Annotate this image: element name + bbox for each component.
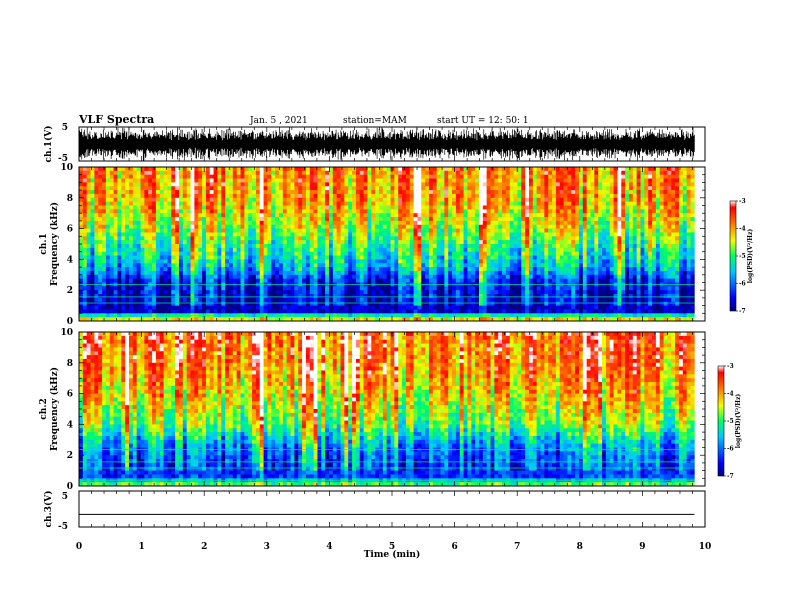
x-tick-label: 2 bbox=[201, 542, 207, 552]
ytick-label: 5 bbox=[62, 123, 68, 133]
y-tick-label: 2 bbox=[67, 286, 73, 296]
waveform-ch1-trace bbox=[78, 127, 695, 161]
time-axis-label: Time (min) bbox=[364, 549, 421, 560]
panel-frame bbox=[78, 490, 706, 528]
x-ticks bbox=[78, 167, 706, 321]
y-tick-label: 10 bbox=[60, 328, 73, 338]
x-tick-label: 0 bbox=[76, 542, 82, 552]
y-axis-label: ch.3(V) bbox=[43, 491, 54, 528]
y-tick-label: 0 bbox=[67, 482, 73, 492]
x-tick-label: 4 bbox=[326, 542, 332, 552]
y-tick-label: 8 bbox=[67, 194, 73, 204]
y-axis-label-channel: ch.2 bbox=[39, 398, 49, 419]
panel-waveform-ch3: 5 -5 ch.3(V) bbox=[43, 490, 706, 532]
y-tick-label: 2 bbox=[67, 451, 73, 461]
x-ticks bbox=[78, 332, 706, 486]
date-label: Jan. 5 , 2021 bbox=[249, 116, 308, 126]
ytick-label: 5 bbox=[62, 492, 68, 502]
x-ticks bbox=[78, 491, 706, 527]
colorbar-gradient bbox=[717, 365, 725, 477]
y-tick-label: 4 bbox=[67, 255, 73, 265]
colorbar-tick-label: -7 bbox=[727, 473, 734, 480]
ytick-label: -5 bbox=[58, 154, 68, 164]
x-tick-label: 8 bbox=[577, 542, 583, 552]
figure-title: VLF Spectra bbox=[78, 113, 154, 126]
x-tick-label: 10 bbox=[699, 542, 712, 552]
y-tick-label: 6 bbox=[67, 390, 73, 400]
spectrogram-ch1-image bbox=[79, 167, 695, 322]
y-axis-label-frequency: Frequency (kHz) bbox=[49, 202, 60, 286]
panel-spectrogram-ch2: 0 2 4 6 8 10 ch.2 Frequency (kHz) -3 -4 -5 -6 -7 … bbox=[39, 328, 742, 492]
y-ticks: 0 2 4 6 8 10 bbox=[60, 163, 705, 327]
y-tick-label: 4 bbox=[67, 420, 73, 430]
colorbar-tick-label: -3 bbox=[739, 198, 746, 205]
y-axis-label-channel: ch.1 bbox=[39, 233, 49, 254]
time-axis-tick-labels: 0 1 2 3 4 5 6 7 8 9 10 bbox=[76, 542, 711, 552]
x-tick-label: 7 bbox=[514, 542, 520, 552]
colorbar-ch2: -3 -4 -5 -6 -7 log(PSD)(V²/Hz) bbox=[717, 363, 742, 480]
colorbar-tick-label: -7 bbox=[739, 308, 746, 315]
ytick-label: -5 bbox=[58, 522, 68, 532]
x-tick-label: 1 bbox=[138, 542, 144, 552]
x-tick-label: 3 bbox=[264, 542, 270, 552]
y-tick-label: 10 bbox=[60, 163, 73, 173]
station-label: station=MAM bbox=[343, 116, 407, 126]
y-ticks: 0 2 4 6 8 10 bbox=[60, 328, 705, 492]
spectrogram-ch2-image bbox=[79, 332, 695, 487]
x-tick-label: 9 bbox=[639, 542, 645, 552]
x-tick-label: 5 bbox=[389, 542, 395, 552]
colorbar-label: log(PSD)(V²/Hz) bbox=[747, 229, 754, 284]
colorbar-tick-label: -4 bbox=[727, 391, 734, 398]
colorbar-label: log(PSD)(V²/Hz) bbox=[735, 394, 742, 449]
colorbar-ch1: -3 -4 -5 -6 -7 log(PSD)(V²/Hz) bbox=[729, 198, 754, 315]
y-tick-label: 8 bbox=[67, 359, 73, 369]
colorbar-tick-label: -3 bbox=[727, 363, 734, 370]
x-ticks bbox=[78, 127, 706, 161]
colorbar-tick-label: -6 bbox=[727, 446, 734, 453]
colorbar-tick-label: -4 bbox=[739, 226, 746, 233]
colorbar-tick-label: -6 bbox=[739, 281, 746, 288]
panel-waveform-ch1: 5 -5 ch.1(V) bbox=[43, 123, 706, 164]
start-time-label: start UT = 12: 50: 1 bbox=[437, 116, 529, 126]
y-tick-label: 0 bbox=[67, 317, 73, 327]
y-axis-label: ch.1(V) bbox=[43, 126, 54, 163]
colorbar-gradient bbox=[729, 200, 737, 312]
colorbar-tick-label: -5 bbox=[739, 253, 746, 260]
y-tick-label: 6 bbox=[67, 225, 73, 235]
y-axis-label-frequency: Frequency (kHz) bbox=[49, 367, 60, 451]
x-tick-label: 6 bbox=[451, 542, 457, 552]
panel-spectrogram-ch1: 0 2 4 6 8 10 ch.1 Frequency (kHz) -3 -4 -5 -6 -7 … bbox=[39, 163, 754, 327]
colorbar-tick-label: -5 bbox=[727, 418, 734, 425]
